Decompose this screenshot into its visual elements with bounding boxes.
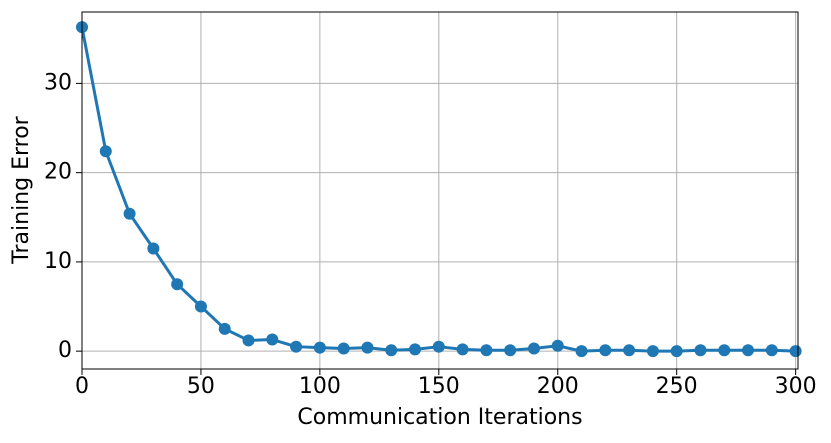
x-axis-label: Communication Iterations [297,405,582,430]
point [789,345,802,358]
plot-frame [81,11,799,370]
point [409,343,422,356]
point [290,340,303,353]
point [670,345,683,358]
x-tick-label: 0 [75,374,89,399]
x-tick-label: 50 [187,374,215,399]
point [171,278,184,291]
y-tick-label: 0 [58,338,72,363]
point [194,300,207,313]
point [646,345,659,358]
x-tick-label: 250 [656,374,698,399]
y-tick-label: 10 [44,249,72,274]
x-tick-label: 100 [299,374,341,399]
x-tick-label: 150 [418,374,460,399]
point [123,207,136,220]
point [456,343,469,356]
point [623,344,636,357]
point [504,344,517,357]
point [242,334,255,347]
point [218,322,231,335]
point [765,344,778,357]
point [575,345,588,358]
y-tick-label: 20 [44,160,72,185]
point [432,340,445,353]
y-axis-label: Training Error [9,115,34,264]
point [337,342,350,355]
point [385,344,398,357]
x-tick-label: 200 [537,374,579,399]
point [718,344,731,357]
point [361,341,374,354]
point [147,242,160,255]
x-tick-label: 300 [775,374,817,399]
point [694,344,707,357]
point [527,342,540,355]
point [99,145,112,158]
point [480,344,493,357]
point [313,341,326,354]
point [551,339,564,352]
point [266,333,279,346]
y-tick-label: 30 [44,70,72,95]
point [599,344,612,357]
point [742,344,755,357]
